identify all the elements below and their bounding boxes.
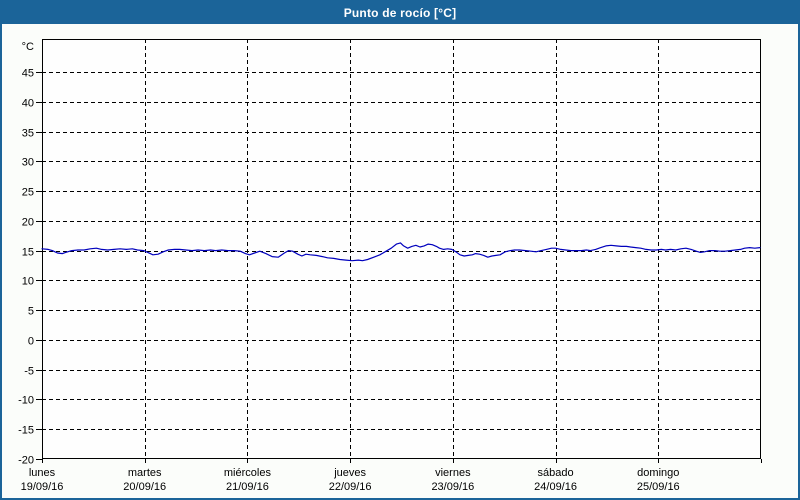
y-tick-label: -15 (18, 425, 34, 437)
weekday-label: viernes (435, 467, 471, 479)
weekday-label: martes (128, 467, 162, 479)
y-tick-label: 15 (22, 247, 34, 259)
date-label: 22/09/16 (329, 481, 372, 493)
y-tick-label: 40 (22, 98, 34, 110)
date-label: 25/09/16 (637, 481, 680, 493)
weekday-label: miércoles (224, 467, 272, 479)
date-label: 24/09/16 (534, 481, 577, 493)
plot-area (42, 39, 761, 459)
weekday-label: lunes (29, 467, 56, 479)
date-label: 20/09/16 (123, 481, 166, 493)
y-tick-label: 45 (22, 68, 34, 80)
date-label: 23/09/16 (431, 481, 474, 493)
weekday-label: sábado (538, 467, 574, 479)
y-tick-label: -5 (24, 366, 34, 378)
weekday-label: jueves (333, 467, 366, 479)
y-tick-label: 20 (22, 217, 34, 229)
date-label: 19/09/16 (21, 481, 64, 493)
window-title: Punto de rocío [°C] (343, 6, 457, 20)
y-tick-label: 25 (22, 187, 34, 199)
window-title-bar: Punto de rocío [°C] (2, 2, 798, 24)
y-tick-label: 35 (22, 128, 34, 140)
weekday-label: domingo (637, 467, 679, 479)
y-axis-unit-label: °C (22, 41, 34, 53)
dewpoint-line (41, 242, 761, 262)
y-tick-label: -10 (18, 395, 34, 407)
y-tick-label: -20 (18, 455, 34, 467)
date-label: 21/09/16 (226, 481, 269, 493)
y-tick-label: 5 (28, 306, 34, 318)
y-tick-label: 30 (22, 157, 34, 169)
y-tick-label: 10 (22, 276, 34, 288)
y-tick-label: 0 (28, 336, 34, 348)
